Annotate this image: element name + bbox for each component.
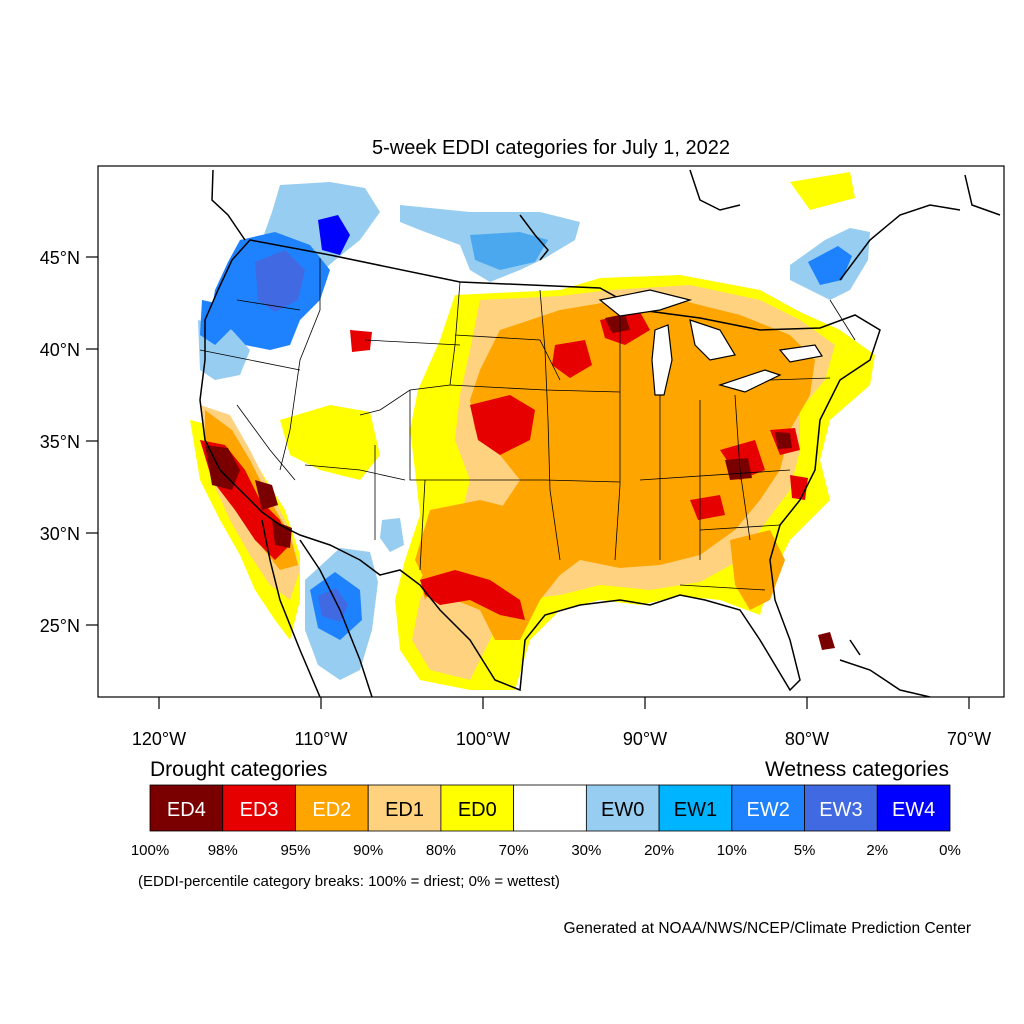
map-area: [98, 166, 1004, 697]
legend-break-label: 90%: [353, 842, 383, 859]
wetness-categories-heading: Wetness categories: [765, 758, 949, 781]
legend-swatch-ew2: [731, 784, 805, 832]
lat-tick-label: 35°N: [40, 432, 80, 452]
lat-tick-label: 40°N: [40, 340, 80, 360]
canada-coastline: [211, 169, 1001, 281]
legend-break-label: 80%: [426, 842, 456, 859]
legend-swatch-ew3: [804, 784, 878, 832]
legend-note: (EDDI-percentile category breaks: 100% =…: [138, 873, 560, 890]
legend-swatch-ed3: [222, 784, 296, 832]
legend-label-ed4: ED4: [167, 799, 206, 821]
legend-break-label: 10%: [717, 842, 747, 859]
lon-tick-label: 70°W: [947, 729, 991, 749]
legend-label-ew3: EW3: [819, 799, 862, 821]
lat-tick-label: 25°N: [40, 616, 80, 636]
legend-swatch-ed1: [367, 784, 442, 832]
map-frame: [97, 165, 1005, 698]
legend-swatch-ed4: [149, 784, 224, 832]
map-title: 5-week EDDI categories for July 1, 2022: [372, 137, 730, 159]
legend-swatch-neutral: [513, 784, 587, 832]
legend-label-ew2: EW2: [747, 799, 790, 821]
map-borders: [199, 239, 881, 692]
legend-swatch-ed2: [295, 784, 369, 832]
lon-tick-label: 100°W: [456, 729, 510, 749]
legend-label-ew0: EW0: [601, 799, 644, 821]
drought-categories-heading: Drought categories: [150, 758, 327, 781]
legend-swatch-ew1: [658, 784, 733, 832]
legend-break-label: 95%: [280, 842, 310, 859]
legend-breaks: 100% 98% 95% 90% 80% 70% 30% 20% 10% 5% 2% 0%: [131, 842, 961, 859]
lat-tick-label: 30°N: [40, 524, 80, 544]
legend-break-label: 100%: [131, 842, 169, 859]
legend-label-ew1: EW1: [674, 799, 717, 821]
legend-break-label: 20%: [644, 842, 674, 859]
legend-label-ed2: ED2: [312, 799, 351, 821]
lon-tick-label: 90°W: [623, 729, 667, 749]
lon-tick-label: 110°W: [295, 729, 348, 749]
state-boundaries: [199, 258, 856, 591]
lat-tick-label: 45°N: [40, 248, 80, 268]
legend-color-bar: ED4 ED3 ED2 ED1 ED0 EW0 EW1 EW2 EW3 EW4: [149, 784, 951, 832]
legend-swatch-ed0: [440, 784, 515, 832]
legend-break-label: 70%: [499, 842, 529, 859]
legend-break-label: 30%: [571, 842, 601, 859]
mexico-coastline: [261, 519, 931, 697]
lon-tick-label: 80°W: [785, 729, 829, 749]
legend-swatch-ew4: [876, 784, 951, 832]
legend-label-ed0: ED0: [458, 799, 497, 821]
credit-line: Generated at NOAA/NWS/NCEP/Climate Predi…: [564, 920, 971, 937]
legend-break-label: 98%: [208, 842, 238, 859]
lon-tick-label: 120°W: [132, 729, 186, 749]
legend-label-ed3: ED3: [240, 799, 279, 821]
legend-label-ew4: EW4: [892, 799, 935, 821]
legend-break-label: 2%: [866, 842, 888, 859]
legend-break-label: 0%: [939, 842, 961, 859]
latitude-axis: 45°N 40°N 35°N 30°N 25°N: [40, 248, 98, 636]
legend-label-ed1: ED1: [385, 799, 424, 821]
legend-break-label: 5%: [794, 842, 816, 859]
legend-swatch-ew0: [585, 784, 660, 832]
longitude-axis: 120°W 110°W 100°W 90°W 80°W 70°W: [132, 697, 991, 749]
great-lakes: [598, 289, 823, 396]
